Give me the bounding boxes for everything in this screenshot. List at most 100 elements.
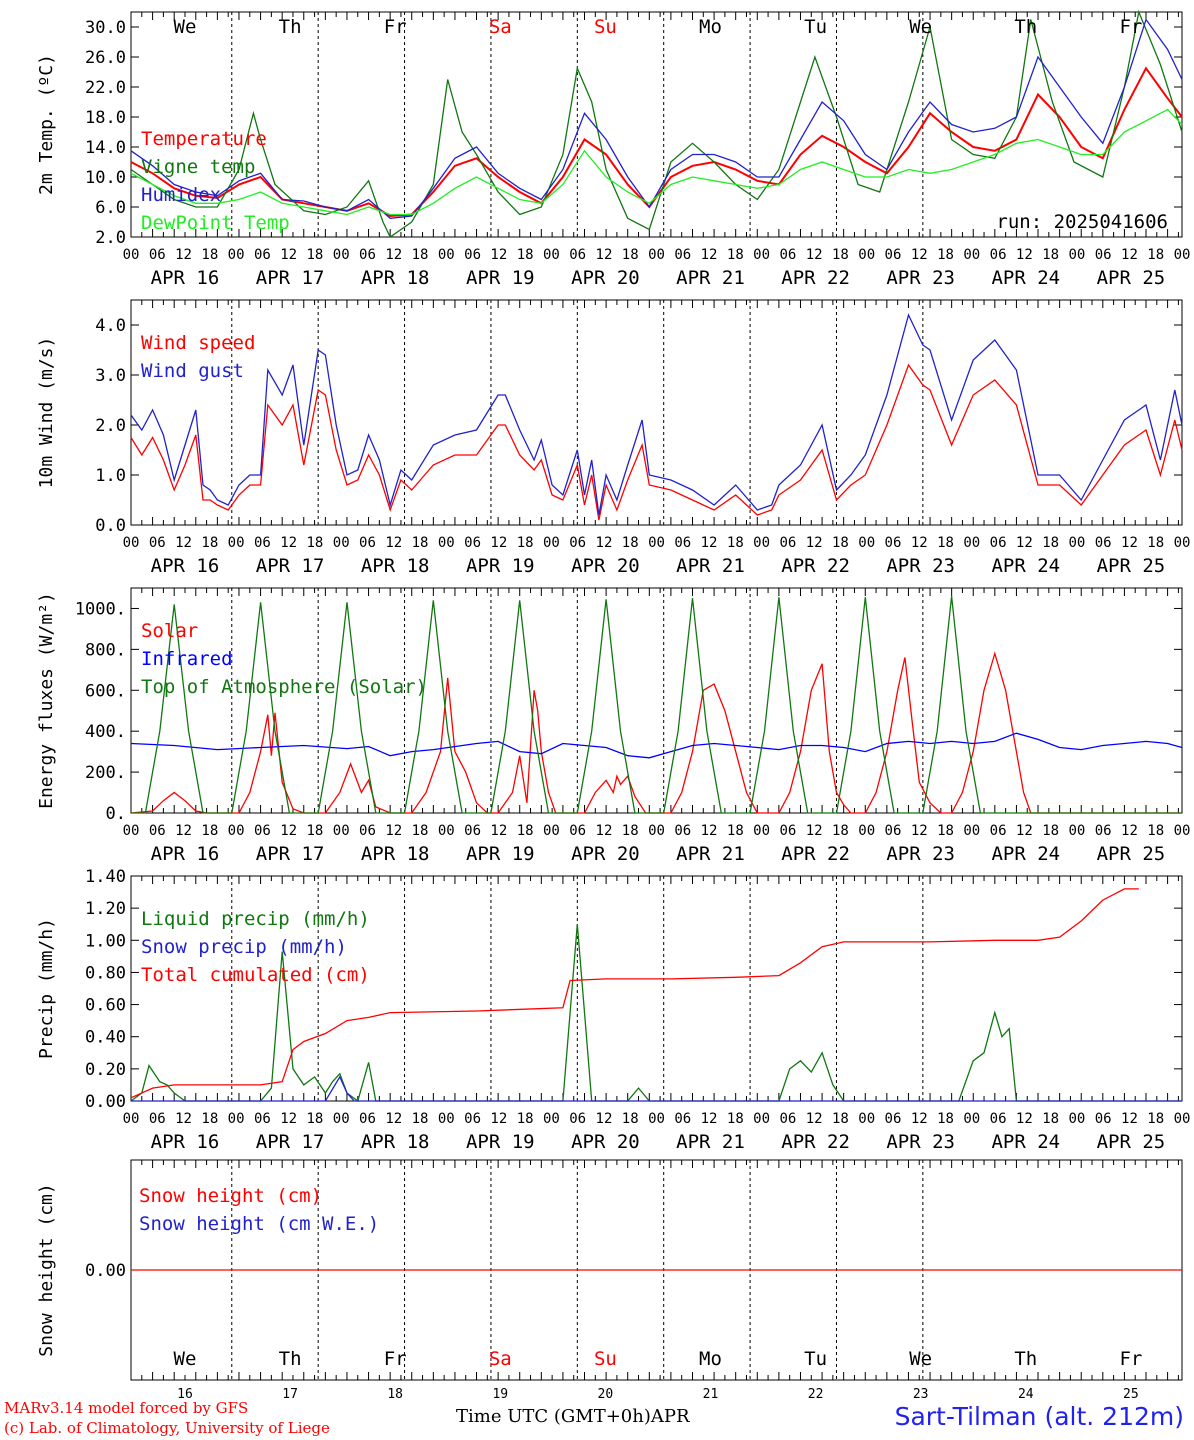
date-label: APR 19 [466, 555, 535, 577]
hour-tick-label: 18 [622, 247, 639, 263]
hour-tick-label: 12 [385, 247, 402, 263]
date-label: APR 24 [991, 267, 1060, 289]
y-tick-label: 1.40 [85, 867, 126, 887]
date-label: APR 21 [676, 843, 745, 865]
hour-tick-label: 06 [254, 823, 271, 839]
y-tick-label: 2.0 [95, 416, 126, 436]
hour-tick-label: 12 [1016, 535, 1033, 551]
y-axis-title: Snow height (cm) [36, 1183, 57, 1356]
hour-tick-label: 18 [412, 823, 429, 839]
y-axis-title: Precip (mm/h) [36, 918, 57, 1059]
hour-tick-label: 18 [1147, 1111, 1164, 1127]
hour-tick-label: 00 [333, 535, 350, 551]
date-label: APR 20 [571, 267, 640, 289]
hour-tick-label: 06 [779, 1111, 796, 1127]
hour-tick-label: 00 [1068, 823, 1085, 839]
hour-tick-label: 18 [517, 247, 534, 263]
hour-tick-label: 06 [254, 1111, 271, 1127]
hour-tick-label: 18 [1042, 535, 1059, 551]
y-tick-label: 0.00 [85, 1092, 126, 1112]
hour-tick-label: 06 [779, 535, 796, 551]
hour-tick-label: 06 [359, 535, 376, 551]
hour-tick-label: 06 [990, 1111, 1007, 1127]
hour-tick-label: 00 [648, 1111, 665, 1127]
hour-tick-label: 12 [280, 1111, 297, 1127]
day-number-label: 23 [913, 1387, 929, 1402]
hour-tick-label: 06 [254, 535, 271, 551]
hour-tick-label: 18 [517, 1111, 534, 1127]
hour-tick-label: 18 [1147, 823, 1164, 839]
weekday-label: Sa [489, 16, 512, 38]
hour-tick-label: 00 [333, 823, 350, 839]
hour-tick-label: 06 [1095, 1111, 1112, 1127]
y-tick-label: 14.0 [85, 138, 126, 158]
hour-tick-label: 18 [517, 535, 534, 551]
hour-tick-label: 00 [228, 247, 245, 263]
date-label: APR 22 [781, 1131, 850, 1153]
series-line [130, 888, 1139, 1099]
hour-tick-label: 06 [885, 535, 902, 551]
legend-entry: DewPoint Temp [141, 212, 290, 234]
legend-entry: Solar [141, 620, 198, 642]
date-label: APR 22 [781, 843, 850, 865]
weekday-label: We [174, 16, 197, 38]
hour-tick-label: 18 [412, 247, 429, 263]
hour-tick-label: 06 [464, 247, 481, 263]
hour-tick-label: 00 [648, 247, 665, 263]
hour-tick-label: 06 [359, 823, 376, 839]
legend-entry: Snow height (cm W.E.) [139, 1213, 379, 1235]
hour-tick-label: 12 [596, 535, 613, 551]
hour-tick-label: 00 [963, 823, 980, 839]
date-label: APR 16 [151, 267, 220, 289]
y-tick-label: 18.0 [85, 108, 126, 128]
date-label: APR 25 [1097, 267, 1166, 289]
series-line [130, 108, 1183, 216]
hour-tick-label: 12 [806, 1111, 823, 1127]
y-tick-label: 30.0 [85, 18, 126, 38]
y-axis-title: Energy fluxes (W/m²) [36, 592, 57, 809]
hour-tick-label: 06 [464, 535, 481, 551]
hour-tick-label: 06 [990, 823, 1007, 839]
hour-tick-label: 18 [937, 247, 954, 263]
legend-entry: Humidex [141, 184, 221, 206]
hour-tick-label: 06 [149, 535, 166, 551]
legend-entry: Snow height (cm) [139, 1185, 322, 1207]
hour-tick-label: 18 [622, 1111, 639, 1127]
hour-tick-label: 00 [1174, 823, 1191, 839]
hour-tick-label: 18 [727, 1111, 744, 1127]
hour-tick-label: 12 [490, 247, 507, 263]
hour-tick-label: 06 [569, 247, 586, 263]
hour-tick-label: 12 [701, 247, 718, 263]
hour-tick-label: 18 [412, 535, 429, 551]
weekday-label: We [909, 1348, 932, 1370]
series-line [130, 363, 1183, 521]
panel-frame [130, 299, 1183, 526]
hour-tick-label: 06 [674, 247, 691, 263]
date-label: APR 21 [676, 555, 745, 577]
hour-tick-label: 00 [228, 823, 245, 839]
hour-tick-label: 00 [648, 535, 665, 551]
weekday-label: Sa [489, 1348, 512, 1370]
y-tick-label: 0.60 [85, 996, 126, 1016]
hour-tick-label: 18 [1042, 1111, 1059, 1127]
date-label: APR 20 [571, 555, 640, 577]
hour-tick-label: 12 [175, 823, 192, 839]
date-label: APR 25 [1097, 843, 1166, 865]
hour-tick-label: 12 [596, 823, 613, 839]
y-tick-label: 3.0 [95, 366, 126, 386]
hour-tick-label: 12 [175, 247, 192, 263]
hour-tick-label: 12 [911, 247, 928, 263]
hour-tick-label: 12 [1121, 535, 1138, 551]
hour-tick-label: 06 [779, 823, 796, 839]
hour-tick-label: 12 [280, 823, 297, 839]
y-tick-label: 800. [85, 640, 126, 660]
hour-tick-label: 00 [333, 247, 350, 263]
hour-tick-label: 06 [674, 823, 691, 839]
hour-tick-label: 18 [832, 247, 849, 263]
date-label: APR 17 [256, 555, 325, 577]
hour-tick-label: 18 [832, 1111, 849, 1127]
date-label: APR 19 [466, 1131, 535, 1153]
hour-tick-label: 00 [858, 535, 875, 551]
legend-entry: Temperature [141, 128, 267, 150]
y-tick-label: 2.0 [95, 228, 126, 248]
